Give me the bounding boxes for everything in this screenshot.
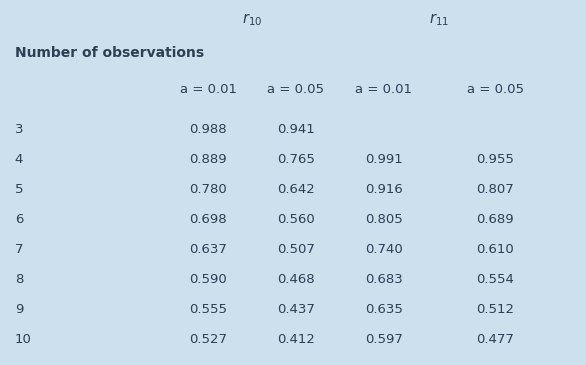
Text: 0.560: 0.560 bbox=[277, 213, 315, 226]
Text: 0.889: 0.889 bbox=[189, 153, 227, 166]
Text: 6: 6 bbox=[15, 213, 23, 226]
Text: 0.610: 0.610 bbox=[476, 243, 514, 256]
Text: 3: 3 bbox=[15, 123, 23, 136]
Text: 8: 8 bbox=[15, 273, 23, 286]
Text: 0.590: 0.590 bbox=[189, 273, 227, 286]
Text: 0.780: 0.780 bbox=[189, 183, 227, 196]
Text: Number of observations: Number of observations bbox=[15, 46, 204, 60]
Text: 0.555: 0.555 bbox=[189, 303, 227, 316]
Text: 0.955: 0.955 bbox=[476, 153, 514, 166]
Text: 0.807: 0.807 bbox=[476, 183, 514, 196]
Text: a = 0.05: a = 0.05 bbox=[466, 83, 524, 96]
Text: 0.412: 0.412 bbox=[277, 333, 315, 346]
Text: 0.512: 0.512 bbox=[476, 303, 514, 316]
Text: 0.916: 0.916 bbox=[365, 183, 403, 196]
Text: 0.698: 0.698 bbox=[189, 213, 227, 226]
Text: 7: 7 bbox=[15, 243, 23, 256]
Text: 0.597: 0.597 bbox=[365, 333, 403, 346]
Text: 0.805: 0.805 bbox=[365, 213, 403, 226]
Text: 4: 4 bbox=[15, 153, 23, 166]
Text: 10: 10 bbox=[15, 333, 32, 346]
Text: 0.988: 0.988 bbox=[189, 123, 227, 136]
Text: 0.765: 0.765 bbox=[277, 153, 315, 166]
Text: 0.554: 0.554 bbox=[476, 273, 514, 286]
Text: a = 0.05: a = 0.05 bbox=[267, 83, 325, 96]
Text: 0.507: 0.507 bbox=[277, 243, 315, 256]
Text: 0.740: 0.740 bbox=[365, 243, 403, 256]
Text: 0.642: 0.642 bbox=[277, 183, 315, 196]
Text: 0.941: 0.941 bbox=[277, 123, 315, 136]
Text: 0.991: 0.991 bbox=[365, 153, 403, 166]
Text: a = 0.01: a = 0.01 bbox=[179, 83, 237, 96]
Text: 0.477: 0.477 bbox=[476, 333, 514, 346]
Text: 0.635: 0.635 bbox=[365, 303, 403, 316]
Text: 0.468: 0.468 bbox=[277, 273, 315, 286]
Text: 9: 9 bbox=[15, 303, 23, 316]
Text: 0.689: 0.689 bbox=[476, 213, 514, 226]
Text: $r_{10}$: $r_{10}$ bbox=[242, 12, 262, 28]
Text: 0.637: 0.637 bbox=[189, 243, 227, 256]
Text: a = 0.01: a = 0.01 bbox=[355, 83, 413, 96]
Text: $r_{11}$: $r_{11}$ bbox=[430, 12, 449, 28]
Text: 0.683: 0.683 bbox=[365, 273, 403, 286]
Text: 0.527: 0.527 bbox=[189, 333, 227, 346]
Text: 5: 5 bbox=[15, 183, 23, 196]
Text: 0.437: 0.437 bbox=[277, 303, 315, 316]
